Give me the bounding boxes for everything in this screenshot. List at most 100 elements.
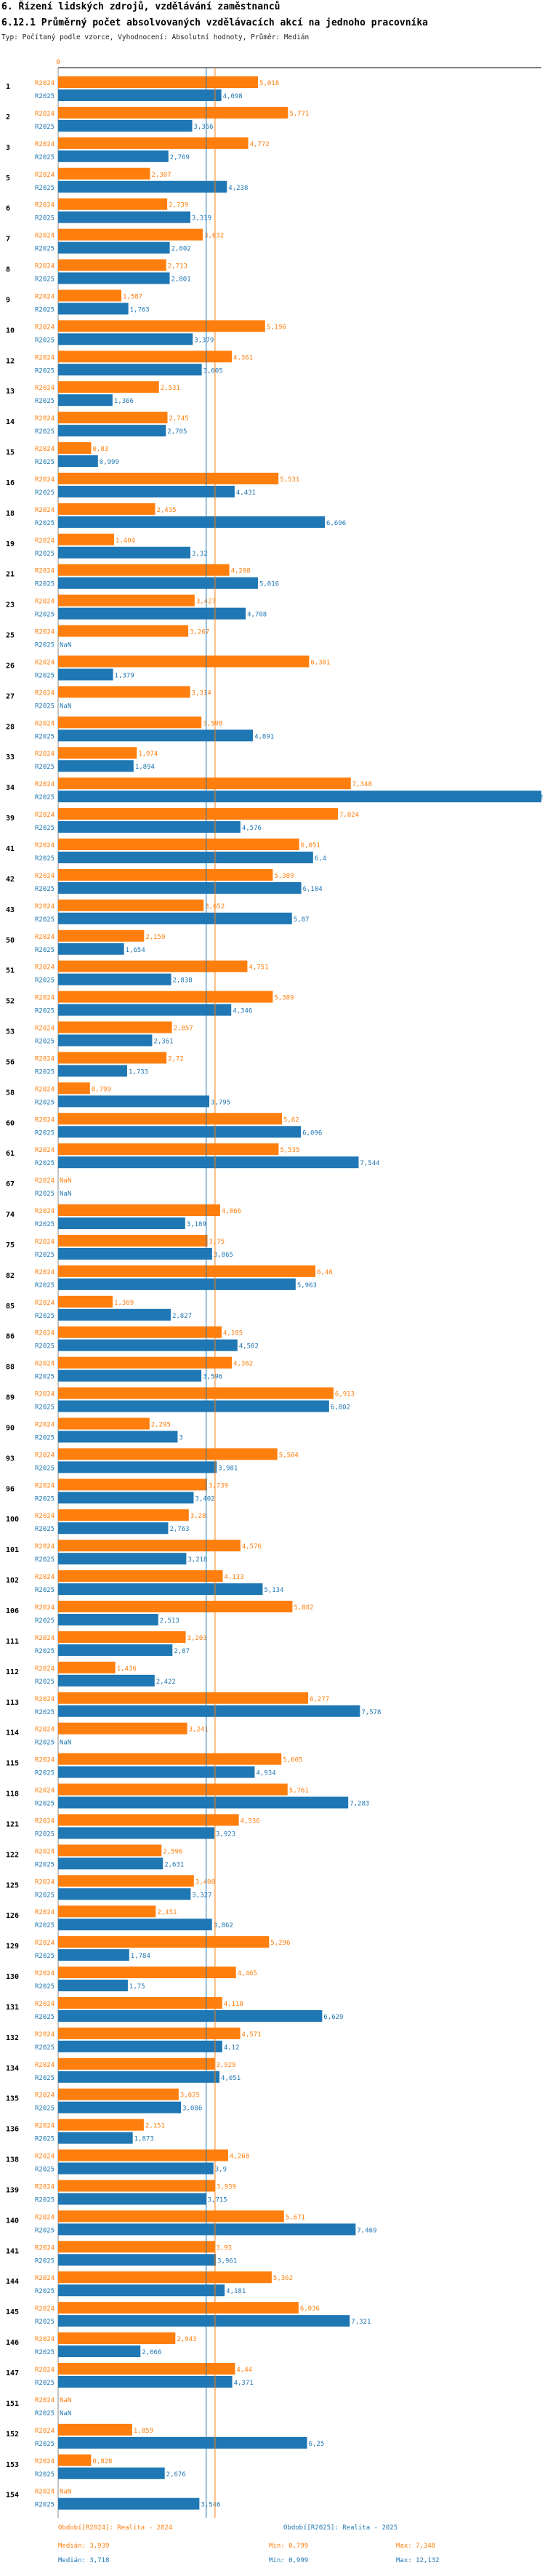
row-id-label: 26 [6,662,15,670]
series-label-r2025: R2025 [35,2410,54,2417]
value-label-r2025: 7,544 [360,1160,380,1167]
series-label-r2024: R2024 [35,1361,54,1368]
value-label-r2025: 2,066 [142,2349,161,2356]
bar-r2025 [58,516,326,528]
bar-r2025 [58,1095,210,1108]
value-label-r2025: 6,096 [302,1129,322,1137]
series-label-r2025: R2025 [35,886,54,893]
value-label-r2024: 3,93 [216,2244,232,2252]
stat-r2024-min: Min: 0,799 [269,2543,309,2550]
series-label-r2024: R2024 [35,2001,54,2008]
row-id-label: 9 [6,296,10,304]
series-label-r2024: R2024 [35,995,54,1002]
bar-r2025 [58,2101,182,2113]
series-label-r2024: R2024 [35,1208,54,1215]
bar-r2025 [58,821,241,833]
value-label-r2025: 6,629 [323,2014,343,2021]
bar-r2024 [58,1326,222,1338]
value-label-r2024: 3,739 [209,1482,228,1489]
series-label-r2024: R2024 [35,2305,54,2313]
bar-r2024 [58,1967,236,1979]
value-label-r2024: 4,536 [241,1817,260,1825]
bar-r2024 [58,1234,208,1247]
bar-r2024 [58,2423,132,2436]
bar-r2025 [58,1857,164,1870]
bar-r2024 [58,2241,215,2253]
value-label-r2024: 5,296 [270,1940,290,1947]
value-label-r2024: 3,267 [190,629,209,636]
series-label-r2024: R2024 [35,1452,54,1459]
row-id-label: 93 [6,1455,15,1463]
series-label-r2025: R2025 [35,398,54,405]
row-id-label: 85 [6,1303,15,1311]
bar-r2025 [58,1949,129,1961]
series-label-r2025: R2025 [35,154,54,161]
value-label-r2024: NaN [60,1177,71,1185]
row-id-label: 1 [6,83,10,91]
series-label-r2025: R2025 [35,1434,54,1441]
row-id-label: 151 [6,2400,19,2408]
value-label-r2024: 4,298 [231,568,251,575]
bar-r2025 [58,1674,155,1687]
value-label-r2024: 6,036 [300,2305,320,2313]
row-id-label: 90 [6,1424,15,1432]
value-label-r2025: 3,596 [203,1374,222,1381]
value-label-r2024: 0,799 [92,1086,111,1093]
row-id-label: 67 [6,1180,15,1188]
bar-r2025 [58,791,541,803]
value-label-r2024: 3,314 [192,689,211,697]
series-label-r2024: R2024 [35,1025,54,1033]
bar-r2024 [58,991,273,1003]
bar-r2024 [58,1814,239,1826]
value-label-r2025: 1,763 [130,306,150,313]
value-label-r2025: 2,838 [173,977,193,985]
series-label-r2024: R2024 [35,324,54,331]
value-label-r2025: 2,827 [172,1313,192,1320]
legend-r2025-caption: Období[R2025]: Realita - 2025 [283,2524,398,2532]
series-label-r2025: R2025 [35,1922,54,1929]
value-label-r2024: 4,118 [224,2001,243,2008]
series-label-r2024: R2024 [35,1604,54,1612]
value-label-r2024: 7,024 [339,812,359,819]
chart-title: 6.12.1 Průměrný počet absolvovaných vzdě… [1,17,428,28]
bar-r2024 [58,1021,172,1033]
value-label-r2025: 4,098 [223,93,243,100]
row-id-label: 12 [6,357,15,365]
value-label-r2024: 2,531 [161,385,180,392]
bar-r2025 [58,1827,215,1839]
value-label-r2024: 5,62 [283,1116,299,1124]
bar-r2024 [58,2088,179,2100]
row-id-label: 112 [6,1668,19,1676]
series-label-r2024: R2024 [35,2031,54,2039]
value-label-r2025: 2,361 [153,1039,173,1046]
row-id-label: 8 [6,266,10,274]
series-label-r2024: R2024 [35,2428,54,2435]
row-id-label: 3 [6,144,10,152]
bar-r2025 [58,577,258,589]
value-label-r2025: 3,605 [203,367,223,375]
row-id-label: 114 [6,1729,19,1737]
bar-r2025 [58,455,98,468]
bar-r2024 [58,1052,167,1064]
value-label-r2024: 2,943 [177,2336,196,2343]
series-label-r2025: R2025 [35,2288,54,2295]
bar-r2024 [58,747,137,759]
series-label-r2025: R2025 [35,1495,54,1503]
bar-r2025 [58,1247,212,1260]
series-label-r2025: R2025 [35,246,54,253]
stat-r2024-median: Medián: 3,939 [58,2543,110,2550]
row-id-label: 100 [6,1516,19,1524]
series-label-r2024: R2024 [35,629,54,636]
series-label-r2025: R2025 [35,2136,54,2143]
series-label-r2025: R2025 [35,1526,54,1533]
value-label-r2025: 3,715 [208,2196,227,2204]
series-label-r2025: R2025 [35,1953,54,1960]
value-label-r2024: 5,362 [273,2275,293,2282]
series-label-r2024: R2024 [35,934,54,941]
series-label-r2025: R2025 [35,1465,54,1472]
row-id-label: 144 [6,2278,19,2286]
value-label-r2024: 2,159 [145,934,165,941]
value-label-r2024: 4,751 [249,964,268,972]
row-id-label: 126 [6,1912,19,1920]
series-label-r2025: R2025 [35,916,54,924]
